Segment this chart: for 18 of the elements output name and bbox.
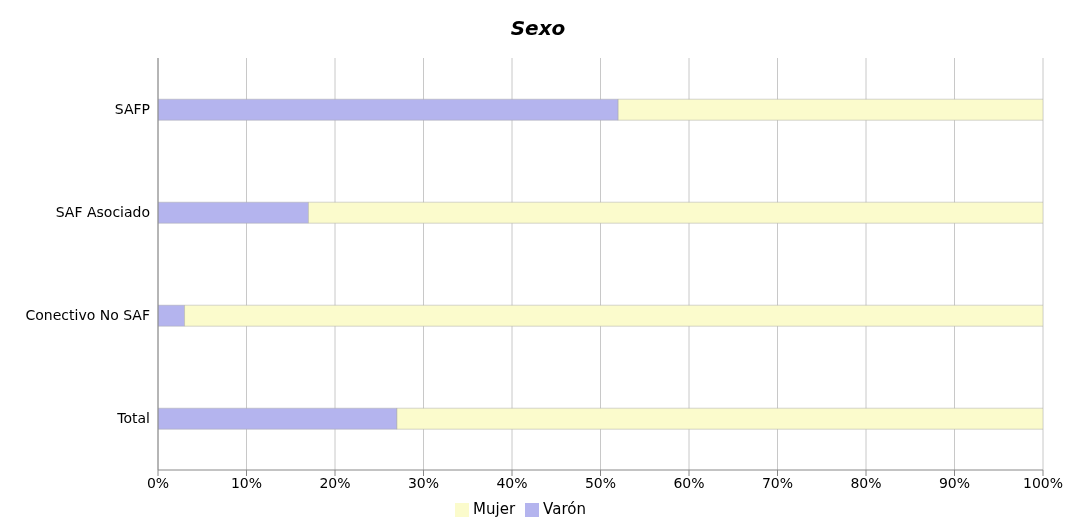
x-tick-label: 60% — [673, 474, 705, 491]
legend-label: Varón — [543, 500, 586, 518]
x-tick-label: 70% — [761, 474, 794, 491]
x-tick-label: 90% — [938, 474, 971, 491]
x-tick-label: 10% — [230, 474, 263, 491]
x-tick-label: 0% — [146, 474, 170, 491]
legend-label: Mujer — [473, 500, 516, 518]
x-tick-label: 80% — [850, 474, 882, 491]
x-tick-label: 50% — [584, 474, 617, 491]
x-tick-label: 30% — [407, 474, 440, 491]
chart-title: Sexo — [509, 15, 567, 42]
y-tick-label: Conectivo No SAF — [25, 307, 150, 324]
y-tick-label: SAFP — [114, 101, 150, 118]
x-tick-label: 20% — [319, 474, 351, 491]
y-tick-label: Total — [116, 410, 150, 427]
x-tick-label: 40% — [496, 474, 528, 491]
x-tick-label: 100% — [1022, 474, 1064, 491]
y-tick-label: SAF Asociado — [55, 204, 150, 221]
